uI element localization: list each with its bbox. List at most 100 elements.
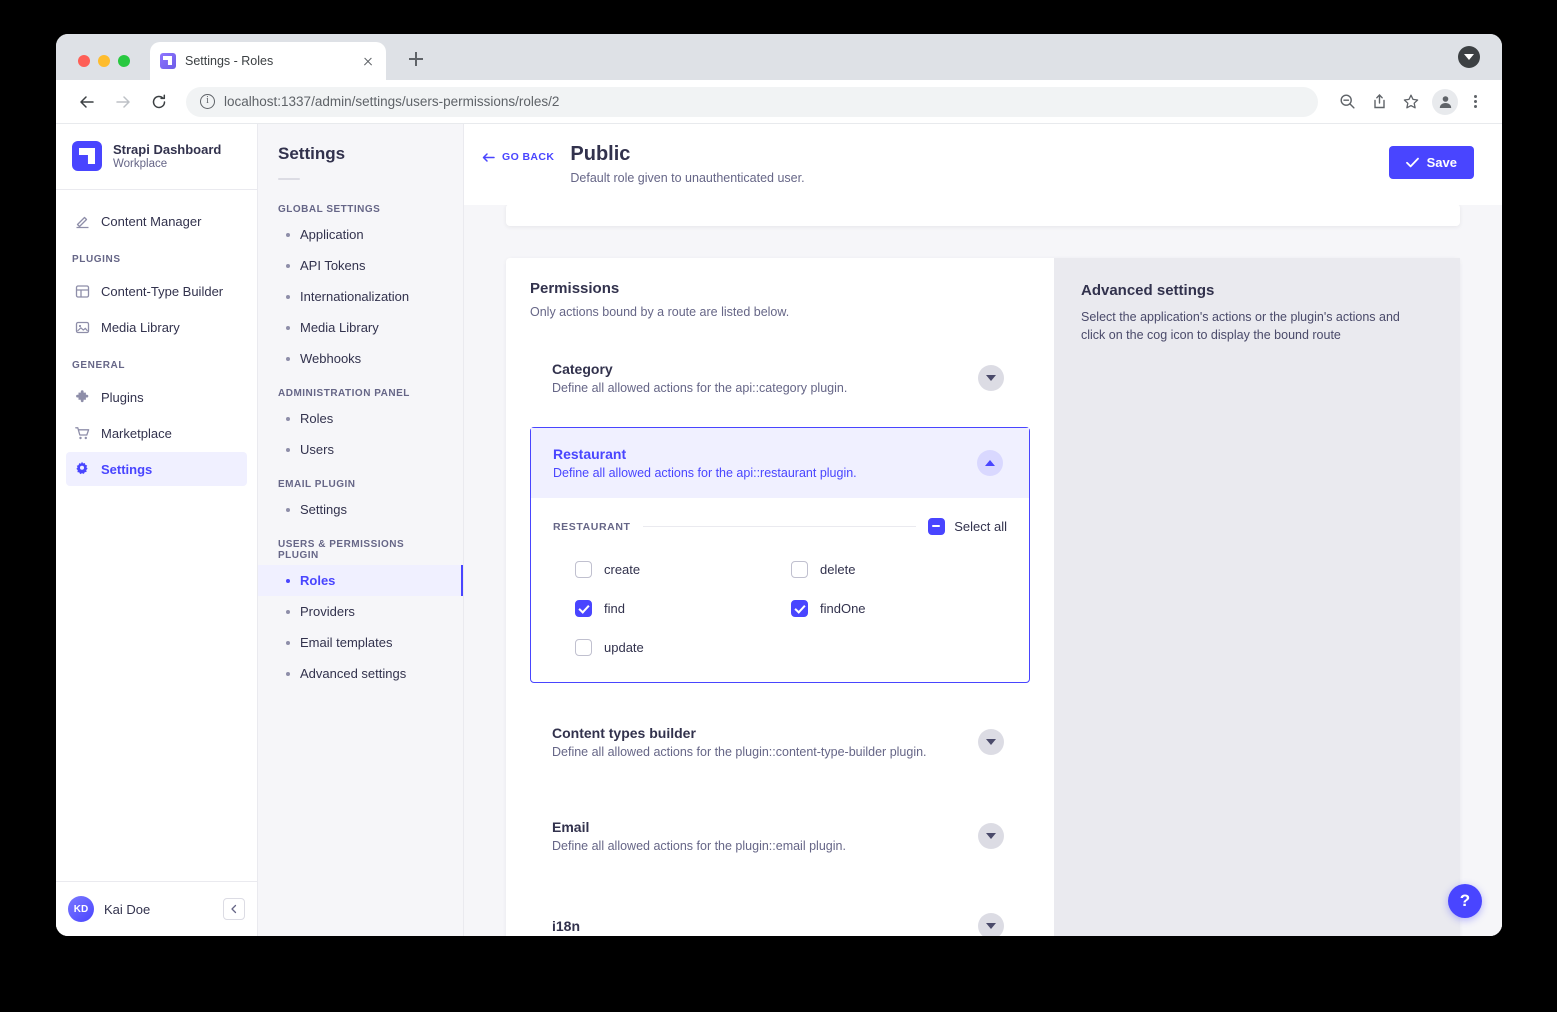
subnav-item-webhooks[interactable]: Webhooks [258,343,463,374]
share-icon[interactable] [1364,87,1394,117]
subnav-item-application[interactable]: Application [258,219,463,250]
advanced-settings-panel: Advanced settings Select the application… [1054,258,1460,936]
profile-avatar-icon[interactable] [1432,88,1458,115]
arrow-left-icon[interactable] [72,87,102,117]
puzzle-icon [74,389,90,405]
scroll-area[interactable]: Permissions Only actions bound by a rout… [464,205,1502,936]
chevron-down-icon[interactable] [978,913,1004,936]
role-details-card-partial [506,205,1460,226]
pencil-icon [74,213,90,229]
subnav-item-email-templates[interactable]: Email templates [258,627,463,658]
subnav-group-administration-panel: ADMINISTRATION PANEL [278,388,410,399]
kebab-menu-icon[interactable] [1464,91,1486,113]
sidebar-item-label: Content Manager [101,213,202,229]
permissions-layout: Permissions Only actions bound by a rout… [506,258,1460,936]
checkbox[interactable] [791,561,808,578]
checkbox[interactable] [575,600,592,617]
check-icon [1405,157,1419,168]
sidebar-item-label: Settings [101,461,153,477]
permission-block-desc: Define all allowed actions for the plugi… [552,745,927,759]
permission-action-find[interactable]: find [575,600,791,617]
permission-block-title: Restaurant [553,446,627,462]
permission-action-findone[interactable]: findOne [791,600,1007,617]
permission-block-desc: Define all allowed actions for the api::… [552,381,848,395]
subnav-item-email-settings[interactable]: Settings [258,494,463,525]
subnav-item-internationalization[interactable]: Internationalization [258,281,463,312]
permission-block-category: Category Define all allowed actions for … [530,343,1030,413]
chevron-left-icon[interactable] [223,898,245,920]
sidebar-user-row[interactable]: KD Kai Doe [56,881,257,936]
permission-block-title: i18n [552,918,581,934]
permission-action-delete[interactable]: delete [791,561,1007,578]
avatar: KD [68,896,94,922]
chevron-down-icon[interactable] [978,729,1004,755]
permission-action-label: find [604,601,625,616]
permission-block-title: Category [552,361,613,377]
subnav-item-api-tokens[interactable]: API Tokens [258,250,463,281]
subnav-item-admin-roles[interactable]: Roles [258,403,463,434]
browser-tab[interactable]: Settings - Roles [150,42,386,80]
permission-action-label: delete [820,562,856,577]
sidebar-item-media-library[interactable]: Media Library [66,310,247,344]
brand-header[interactable]: Strapi Dashboard Workplace [56,124,257,190]
plus-icon[interactable] [402,45,430,73]
chevron-down-icon[interactable] [978,823,1004,849]
arrow-right-icon[interactable] [108,87,138,117]
permission-block-title: Content types builder [552,725,696,741]
permission-block-header[interactable]: Email Define all allowed actions for the… [530,801,1030,871]
browser-toolbar: localhost:1337/admin/settings/users-perm… [56,80,1502,124]
permission-actions-grid: create delete find [553,561,1007,656]
bullet-icon [286,609,290,614]
zoom-out-icon[interactable] [1332,87,1362,117]
subnav-item-roles[interactable]: Roles [258,565,463,596]
checkbox[interactable] [575,639,592,656]
permission-block-header[interactable]: Category Define all allowed actions for … [530,343,1030,413]
subnav-item-label: Settings [300,502,347,517]
permission-action-update[interactable]: update [575,639,791,656]
subnav-item-admin-users[interactable]: Users [258,434,463,465]
checkbox[interactable] [575,561,592,578]
image-icon [74,319,90,335]
info-circle-icon[interactable] [200,94,215,109]
permission-block-header[interactable]: i18n [530,895,1030,936]
strapi-app: Strapi Dashboard Workplace Content Manag… [56,124,1502,936]
sidebar-item-settings[interactable]: Settings [66,452,247,486]
subnav-item-label: Roles [300,411,334,426]
address-bar[interactable]: localhost:1337/admin/settings/users-perm… [186,86,1318,117]
close-window-button[interactable] [78,55,90,67]
checkbox[interactable] [791,600,808,617]
save-button[interactable]: Save [1388,146,1474,179]
subnav-item-providers[interactable]: Providers [258,596,463,627]
strapi-favicon-icon [160,53,176,69]
subnav-item-media-library[interactable]: Media Library [258,312,463,343]
bookmark-star-icon[interactable] [1396,87,1426,117]
subnav-group-global-settings: GLOBAL SETTINGS [278,204,381,215]
go-back-link[interactable]: GO BACK [482,142,554,163]
minimize-window-button[interactable] [98,55,110,67]
sidebar-item-marketplace[interactable]: Marketplace [66,416,247,450]
chevron-down-icon[interactable] [978,365,1004,391]
help-button[interactable]: ? [1448,884,1482,918]
bullet-icon [286,507,290,512]
bullet-icon [286,325,290,330]
download-chevron-icon[interactable] [1458,46,1480,68]
chevron-up-icon[interactable] [977,450,1003,476]
sidebar-item-content-type-builder[interactable]: Content-Type Builder [66,274,247,308]
permission-block-header[interactable]: Content types builder Define all allowed… [530,707,1030,777]
permission-block-header[interactable]: Restaurant Define all allowed actions fo… [531,428,1029,498]
subnav-item-label: Email templates [300,635,393,650]
subnav-item-label: Providers [300,604,355,619]
bullet-icon [286,294,290,299]
select-all-control[interactable]: Select all [928,518,1007,535]
permission-action-create[interactable]: create [575,561,791,578]
select-all-checkbox[interactable] [928,518,946,535]
permission-group-label: RESTAURANT [553,520,631,533]
subnav-item-advanced-settings[interactable]: Advanced settings [258,658,463,689]
maximize-window-button[interactable] [118,55,130,67]
close-icon[interactable] [360,53,376,69]
page-title: Public [570,143,631,165]
sidebar-item-content-manager[interactable]: Content Manager [66,204,247,238]
reload-icon[interactable] [144,87,174,117]
sidebar-item-plugins[interactable]: Plugins [66,380,247,414]
subnav-item-label: API Tokens [300,258,366,273]
